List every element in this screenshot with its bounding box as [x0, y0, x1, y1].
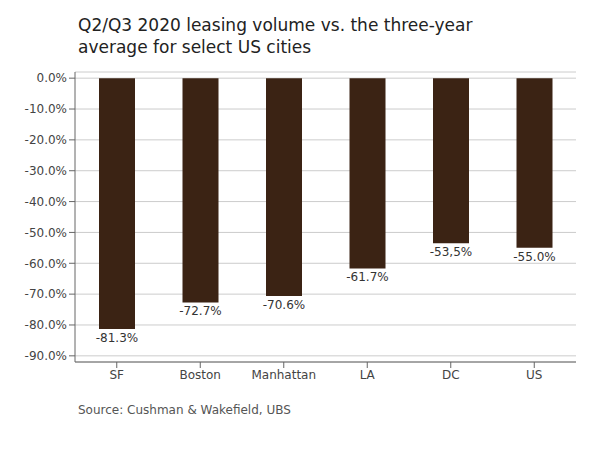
svg-text:Manhattan: Manhattan: [251, 368, 316, 382]
svg-text:LA: LA: [360, 368, 376, 382]
svg-text:-50.0%: -50.0%: [25, 226, 67, 240]
svg-text:-70.0%: -70.0%: [25, 288, 67, 302]
svg-text:-10.0%: -10.0%: [25, 102, 67, 116]
svg-text:-40.0%: -40.0%: [25, 195, 67, 209]
svg-text:-81.3%: -81.3%: [96, 331, 138, 345]
svg-text:-70.6%: -70.6%: [263, 298, 305, 312]
svg-text:SF: SF: [109, 368, 124, 382]
svg-text:-90.0%: -90.0%: [25, 349, 67, 363]
svg-text:Boston: Boston: [180, 368, 221, 382]
svg-text:-61.7%: -61.7%: [346, 271, 388, 285]
svg-text:US: US: [526, 368, 542, 382]
svg-text:-60.0%: -60.0%: [25, 257, 67, 271]
html-text:Source: Cushman & Wakefield, U: Source: Cushman & Wakefield, UBS: [78, 403, 291, 418]
svg-text:0.0%: 0.0%: [37, 72, 68, 86]
svg-text:-53,5%: -53,5%: [430, 245, 472, 259]
svg-text:-30.0%: -30.0%: [25, 164, 67, 178]
svg-text:DC: DC: [442, 368, 460, 382]
svg-text:-80.0%: -80.0%: [25, 318, 67, 332]
svg-text:-72.7%: -72.7%: [179, 304, 221, 318]
svg-text:-55.0%: -55.0%: [513, 250, 555, 264]
html-text:Q2/Q3 2020 leasing volume vs.: Q2/Q3 2020 leasing volume vs. the three-…: [78, 15, 473, 58]
svg-text:-20.0%: -20.0%: [25, 133, 67, 147]
